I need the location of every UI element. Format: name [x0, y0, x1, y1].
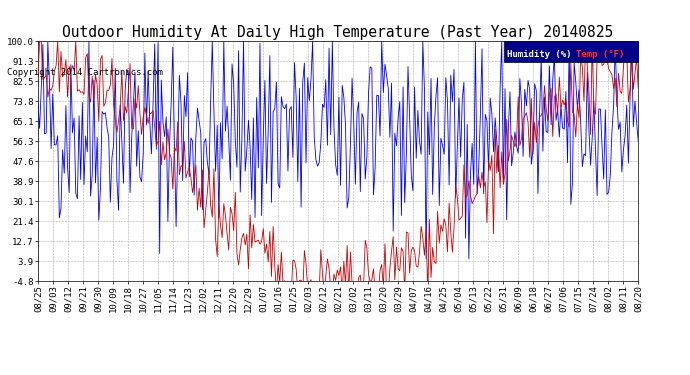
Text: Copyright 2014 Cartronics.com: Copyright 2014 Cartronics.com	[7, 68, 163, 77]
Title: Outdoor Humidity At Daily High Temperature (Past Year) 20140825: Outdoor Humidity At Daily High Temperatu…	[63, 25, 613, 40]
Text: Humidity (%): Humidity (%)	[507, 50, 571, 59]
Text: Temp (°F): Temp (°F)	[576, 50, 624, 59]
